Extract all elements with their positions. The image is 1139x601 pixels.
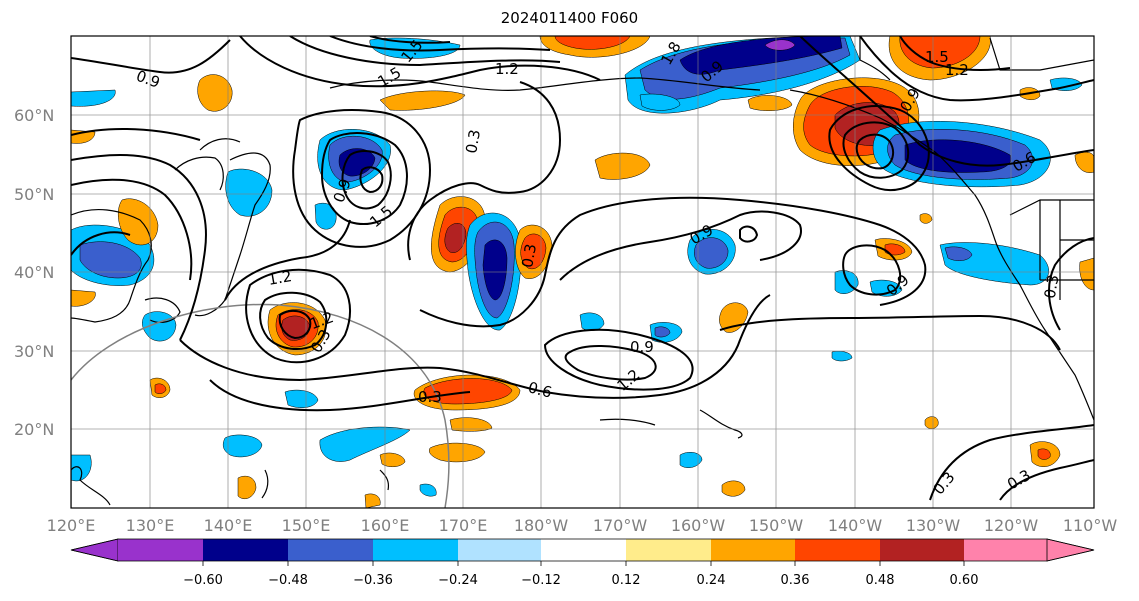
lat-label: 60°N [14,106,54,125]
lon-label: 170°W [593,516,648,535]
colorbar-segment [795,539,880,561]
contour-label: 0.9 [630,338,654,356]
colorbar-tick-label: −0.36 [353,573,393,588]
contour-label: 1.2 [495,60,519,78]
range-circle [71,303,450,508]
colorbar-tick-label: −0.48 [268,573,308,588]
colorbar-segment [541,539,626,561]
colorbar-right-extend [1046,538,1095,562]
colorbar-segment [203,539,288,561]
longitude-labels: 120°E 130°E 140°E 150°E 160°E 170°E 180°… [47,516,1118,535]
map-frame [70,35,1095,509]
lon-label: 160°W [671,516,726,535]
colorbar-tick-label: −0.60 [183,573,223,588]
latitude-labels: 20°N 30°N 40°N 50°N 60°N [14,106,54,439]
colorbar-tick-label: −0.12 [521,573,561,588]
colorbar-tick-label: 0.24 [697,573,726,588]
colorbar-tick-label: 0.12 [612,573,641,588]
colorbar-segment [964,539,1047,561]
contour-label: 1.2 [267,267,294,289]
colorbar-segment [118,539,203,561]
contour-label: 1.5 [925,48,949,66]
lon-label: 170°E [439,516,488,535]
lon-label: 120°E [47,516,96,535]
lon-label: 150°W [749,516,804,535]
colorbar-left-extend [70,538,119,562]
colorbar-ticks [202,561,965,566]
map-title: 2024011400 F060 [500,9,639,27]
lon-label: 120°W [984,516,1039,535]
contour-lines [71,36,1094,501]
colorbar-tick-label: 0.48 [866,573,895,588]
lon-label: 140°W [828,516,883,535]
colorbar-tick-label: 0.60 [950,573,979,588]
lon-label: 130°E [126,516,175,535]
coastlines [71,36,1094,508]
graticule [71,36,1094,508]
colorbar [70,538,1095,562]
contour-label: 0.3 [462,128,484,155]
colorbar-tick-label: −0.24 [438,573,478,588]
contour-label: 0.3 [418,388,442,406]
lon-label: 110°W [1063,516,1118,535]
lon-label: 150°E [282,516,331,535]
colorbar-segment [711,539,795,561]
colorbar-outline [70,538,1095,562]
lat-label: 40°N [14,263,54,282]
contour-label: 0.3 [518,242,540,269]
lon-label: 180°W [514,516,569,535]
colorbar-segment [458,539,541,561]
contour-label: 0.3 [1041,273,1063,300]
lon-label: 140°E [204,516,253,535]
lat-label: 30°N [14,342,54,361]
colorbar-tick-labels: −0.60 −0.48 −0.36 −0.24 −0.12 0.12 0.24 … [183,573,978,588]
colorbar-tick-label: 0.36 [781,573,810,588]
contour-label: 0.6 [526,378,554,402]
colorbar-segment [373,539,458,561]
colorbar-segment [880,539,964,561]
lon-label: 130°W [906,516,961,535]
colorbar-segment [288,539,373,561]
colorbar-segment [626,539,711,561]
lat-label: 20°N [14,420,54,439]
contour-label: 1.2 [945,61,969,79]
lon-label: 160°E [361,516,410,535]
lat-label: 50°N [14,185,54,204]
